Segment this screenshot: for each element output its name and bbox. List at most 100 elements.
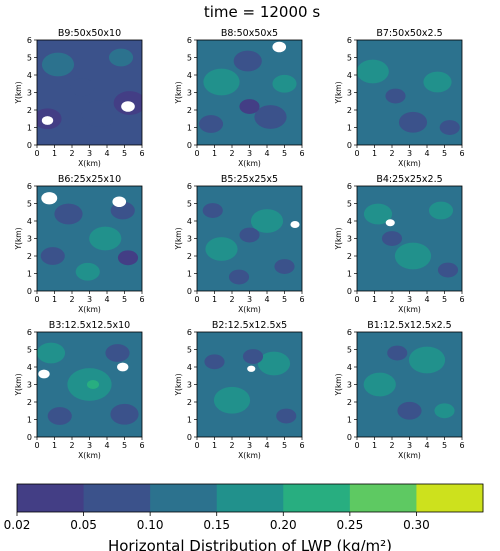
y-tick-label: 6 (187, 328, 192, 337)
y-tick-label: 1 (27, 416, 32, 425)
cloud-free-region (121, 101, 135, 112)
lwp-contour-region (47, 407, 72, 425)
x-tick-label: 0 (34, 441, 39, 450)
x-tick-label: 0 (354, 295, 359, 304)
panel-4: B6:25x25x10 00 1 1 2 2 3 3 4 4 5 5 6 6 X(km) Y(km) (14, 174, 145, 314)
x-axis-label: X(km) (78, 451, 101, 460)
x-tick-label: 2 (389, 295, 394, 304)
x-tick-label: 3 (247, 441, 252, 450)
x-tick-label: 4 (264, 149, 269, 158)
lwp-contour-region (387, 345, 408, 361)
y-tick-label: 5 (187, 54, 192, 63)
lwp-contour-region (228, 269, 250, 285)
x-tick-label: 6 (299, 295, 304, 304)
y-tick-label: 0 (27, 433, 32, 442)
lwp-contour-region (41, 52, 75, 77)
colorbar-segment (216, 484, 284, 512)
y-axis-label: Y(km) (14, 227, 23, 250)
x-tick-label: 6 (459, 441, 464, 450)
y-tick-label: 0 (187, 141, 192, 150)
x-tick-label: 1 (212, 441, 217, 450)
lwp-contour-region (37, 342, 66, 364)
panel-title: B3:12.5x12.5x10 (49, 320, 130, 331)
lwp-contour-region (357, 59, 389, 84)
colorbar-tick-label: 0.15 (203, 518, 230, 532)
lwp-contour-region (276, 408, 297, 424)
x-tick-label: 0 (34, 295, 39, 304)
lwp-contour-region (434, 403, 455, 419)
y-tick-label: 1 (347, 416, 352, 425)
panel-title: B6:25x25x10 (58, 174, 121, 185)
lwp-contour-region (213, 386, 251, 414)
y-tick-label: 5 (187, 346, 192, 355)
x-tick-label: 4 (104, 295, 109, 304)
lwp-field (37, 40, 142, 145)
y-tick-label: 6 (27, 36, 32, 45)
y-tick-label: 1 (347, 124, 352, 133)
y-tick-label: 6 (187, 182, 192, 191)
colorbar-segment (17, 484, 85, 512)
x-tick-label: 1 (372, 441, 377, 450)
panel-9: B1:12.5x12.5x2.5 00 1 1 2 2 3 3 4 4 5 5 6 6 X(km) Y(km) (334, 320, 465, 460)
colorbar-label: Horizontal Distribution of LWP (kg/m²) (108, 537, 392, 551)
lwp-contour-region (239, 227, 260, 243)
colorbar-segment (349, 484, 417, 512)
y-tick-label: 1 (27, 270, 32, 279)
panel-title: B5:25x25x5 (221, 174, 278, 185)
lwp-contour-region (385, 88, 406, 104)
x-axis-label: X(km) (398, 305, 421, 314)
lwp-contour-region (250, 209, 284, 233)
x-tick-label: 1 (52, 149, 57, 158)
y-axis-label: Y(km) (334, 373, 343, 396)
y-tick-label: 4 (27, 71, 32, 80)
lwp-contour-region (203, 68, 240, 96)
x-tick-label: 5 (442, 149, 447, 158)
y-tick-label: 5 (347, 54, 352, 63)
y-tick-label: 5 (347, 200, 352, 209)
colorbar-segment (83, 484, 151, 512)
x-tick-label: 4 (424, 441, 429, 450)
panel-2: B8:50x50x5 00 1 1 2 2 3 3 4 4 5 5 6 6 X(km) Y(km) (174, 28, 305, 168)
y-tick-label: 2 (347, 398, 352, 407)
y-tick-label: 1 (187, 416, 192, 425)
y-tick-label: 4 (187, 71, 192, 80)
y-axis-label: Y(km) (334, 81, 343, 104)
x-axis-label: X(km) (398, 451, 421, 460)
y-tick-label: 1 (187, 270, 192, 279)
panel-1: B9:50x50x10 00 1 1 2 2 3 3 4 4 5 5 6 6 X(km) Y(km) (14, 28, 145, 168)
y-tick-label: 4 (347, 71, 352, 80)
lwp-contour-region (75, 262, 100, 281)
panel-title: B9:50x50x10 (58, 28, 121, 39)
panel-7: B3:12.5x12.5x10 00 1 1 2 2 3 3 4 4 5 5 6 6 X(km) Y(km) (14, 320, 145, 460)
x-tick-label: 3 (407, 441, 412, 450)
x-tick-label: 6 (299, 441, 304, 450)
lwp-contour-region (239, 99, 260, 114)
y-tick-label: 2 (27, 252, 32, 261)
x-tick-label: 6 (299, 149, 304, 158)
lwp-contour-region (86, 380, 100, 389)
x-axis-label: X(km) (78, 159, 101, 168)
x-tick-label: 2 (389, 441, 394, 450)
y-tick-label: 0 (347, 287, 352, 296)
lwp-contour-region (398, 111, 428, 133)
x-tick-label: 1 (372, 149, 377, 158)
x-tick-label: 4 (264, 295, 269, 304)
x-tick-label: 1 (212, 149, 217, 158)
x-tick-label: 2 (69, 441, 74, 450)
panel-grid: B9:50x50x1000112233445566X(km)Y(km)B8:50… (14, 28, 465, 460)
y-axis-label: Y(km) (174, 81, 183, 104)
y-tick-label: 5 (187, 200, 192, 209)
lwp-contour-region (363, 372, 396, 397)
panel-title: B2:12.5x12.5x5 (212, 320, 287, 331)
x-tick-label: 6 (459, 149, 464, 158)
lwp-contour-region (110, 403, 139, 425)
y-tick-label: 3 (187, 235, 192, 244)
y-tick-label: 2 (27, 398, 32, 407)
x-tick-label: 5 (122, 295, 127, 304)
colorbar-tick-label: 0.25 (336, 518, 363, 532)
figure-title: time = 12000 s (204, 3, 320, 21)
x-tick-label: 6 (139, 441, 144, 450)
cloud-free-region (272, 41, 287, 53)
cloud-free-region (247, 365, 256, 372)
y-tick-label: 5 (27, 200, 32, 209)
